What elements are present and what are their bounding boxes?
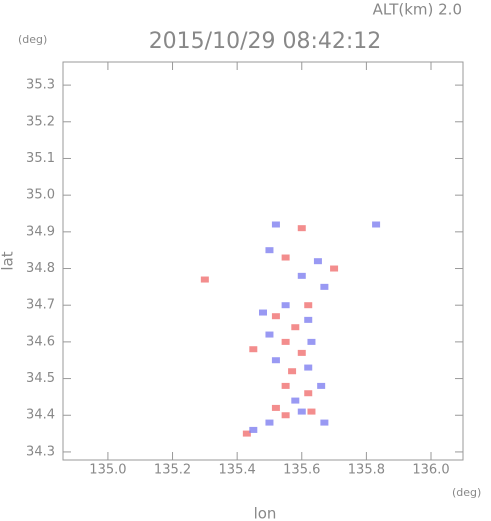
x-tick-label: 135.8 [348,463,385,478]
data-point [307,408,316,415]
data-point [281,382,290,389]
y-tick-label: 35.3 [26,78,55,93]
x-axis-label: lon [254,505,277,521]
data-point [320,283,329,290]
data-point [291,397,300,404]
x-tick-label: 135.0 [89,463,126,478]
y-tick-label: 34.9 [26,224,55,239]
data-point [249,426,258,433]
data-point [271,404,280,411]
x-tick-label: 136.0 [412,463,449,478]
data-point [297,408,306,415]
x-tick-label: 135.4 [219,463,256,478]
data-point [313,258,322,265]
data-point [281,412,290,419]
y-tick-label: 35.0 [26,188,55,203]
x-tick-label: 135.6 [283,463,320,478]
data-point [297,349,306,356]
data-point [304,390,313,397]
data-point [242,430,251,437]
data-point [304,302,313,309]
y-tick-label: 34.6 [26,334,55,349]
plot-frame [62,61,464,461]
data-point [317,382,326,389]
y-tick-label: 34.5 [26,371,55,386]
y-axis-label: lat [0,251,17,270]
y-unit: (deg) [18,33,47,46]
data-point [271,221,280,228]
data-point [297,272,306,279]
y-tick-label: 34.8 [26,261,55,276]
data-point [249,346,258,353]
y-tick-label: 34.3 [26,444,55,459]
data-point [271,313,280,320]
data-point [372,221,381,228]
data-point [265,247,274,254]
y-tick-label: 34.4 [26,408,55,423]
data-point [259,309,267,316]
data-point [320,419,329,426]
x-unit: (deg) [452,486,481,499]
data-point [281,338,290,345]
data-point [271,357,280,364]
data-point [281,302,290,309]
data-point [265,419,274,426]
data-point [330,265,339,272]
data-point [307,338,316,345]
data-point [297,225,306,232]
chart-title: 2015/10/29 08:42:12 [149,29,382,54]
altitude-label: ALT(km) 2.0 [373,1,462,19]
data-point [265,331,274,338]
y-tick-label: 35.2 [26,114,55,129]
data-point [200,276,209,283]
data-point [291,324,300,331]
data-point [304,316,313,323]
data-point [304,364,313,371]
data-point [288,368,297,375]
y-tick-label: 35.1 [26,151,55,166]
x-tick-label: 135.2 [154,463,191,478]
data-point [281,254,290,261]
y-tick-label: 34.7 [26,298,55,313]
